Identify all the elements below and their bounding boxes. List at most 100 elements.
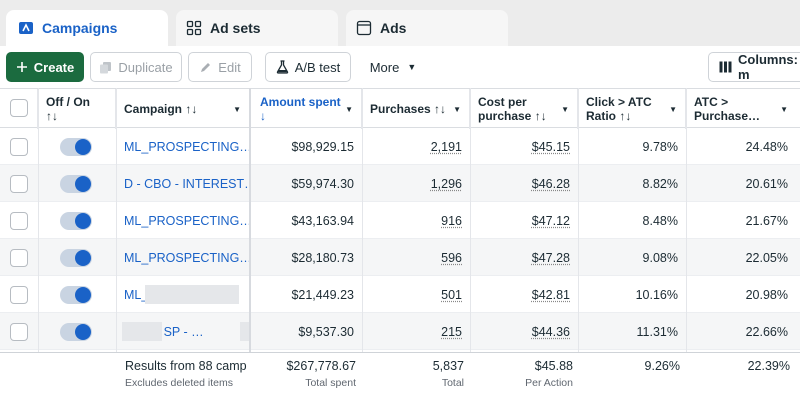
purchases-number: 2,191 (430, 139, 462, 154)
campaign-toggle[interactable] (60, 322, 92, 341)
column-divider (686, 88, 687, 420)
column-divider (578, 88, 579, 420)
redaction-mask (240, 322, 250, 341)
toggle-knob (75, 212, 91, 229)
cost-per-purchase-number: $42.81 (531, 287, 570, 302)
adsets-grid-icon (186, 20, 202, 36)
atc-purchase-value: 22.66% (745, 324, 788, 339)
purchases-value[interactable]: 2,191 (362, 128, 470, 165)
header-campaign[interactable]: Campaign ↑↓ ▼ (116, 89, 250, 129)
totals-results-label: Results from 88 campa (125, 359, 247, 373)
cost-per-purchase-value[interactable]: $47.28 (470, 239, 578, 276)
column-divider (116, 88, 117, 420)
cost-per-purchase-value[interactable]: $45.15 (470, 128, 578, 165)
table-row[interactable]: ML_PROSPECTING… $28,180.73 596 $47.28 9.08% 2… (0, 239, 800, 276)
frozen-column-divider[interactable] (249, 88, 251, 420)
campaign-name-link[interactable]: ML_PROSPECTING… (124, 250, 250, 265)
row-select-cell (0, 239, 38, 276)
header-click-atc-label-2: Ratio (586, 109, 616, 123)
tab-ads[interactable]: Ads (346, 10, 508, 46)
campaign-folder-icon (18, 20, 34, 36)
more-button[interactable]: More ▼ (362, 52, 424, 82)
sort-icon: ↑↓ (185, 102, 198, 116)
toggle-knob (75, 286, 91, 303)
header-off-on[interactable]: Off / On ↑↓ (38, 89, 116, 129)
table-row[interactable]: ML_ $21,449.23 501 $42.81 10.16% 20.98% (0, 276, 800, 313)
header-cost-per-purchase[interactable]: Cost per purchase ↑↓ ▼ (470, 89, 578, 129)
row-checkbox[interactable] (10, 285, 28, 304)
duplicate-button[interactable]: Duplicate (90, 52, 182, 82)
sort-descending-icon: ↓ (260, 109, 266, 123)
create-label: Create (33, 59, 75, 75)
ab-test-button[interactable]: A/B test (265, 52, 351, 82)
header-purchases-label: Purchases (370, 102, 431, 116)
cost-per-purchase-value[interactable]: $47.12 (470, 202, 578, 239)
campaign-name-link[interactable]: ML_PROSPECTING… (124, 139, 250, 154)
select-all-checkbox[interactable] (10, 99, 28, 117)
header-cpp-label-1: Cost per (478, 95, 527, 109)
totals-purchases-value: 5,837 (432, 359, 464, 373)
toggle-knob (75, 175, 91, 192)
cost-per-purchase-value[interactable]: $44.36 (470, 313, 578, 350)
table-row[interactable]: D - CBO - INTEREST… $59,974.30 1,296 $46.28… (0, 165, 800, 202)
table-row[interactable]: ML_PROSPECTING… $43,163.94 916 $47.12 8.48% 2… (0, 202, 800, 239)
totals-amount-sub: Total spent (305, 377, 356, 389)
row-checkbox[interactable] (10, 174, 28, 193)
click-atc-ratio-value: 8.82% (642, 176, 678, 191)
header-atc-purchase[interactable]: ATC > Purchase… ▼ (686, 89, 800, 129)
redaction-mask (122, 322, 162, 341)
campaign-toggle[interactable] (60, 248, 92, 267)
table-row[interactable]: - $30 - SP - … $9,537.30 215 $44.36 11.31% 22… (0, 313, 800, 350)
sort-icon: ↑↓ (619, 109, 632, 123)
toolbar: Create Duplicate Edit A/B test More ▼ Co… (0, 46, 800, 88)
row-checkbox[interactable] (10, 211, 28, 230)
header-amount-spent[interactable]: Amount spent ↓ ▼ (252, 89, 362, 129)
row-checkbox[interactable] (10, 137, 28, 156)
caret-down-icon: ▼ (233, 105, 241, 114)
tab-campaigns[interactable]: Campaigns (6, 10, 168, 46)
purchases-value[interactable]: 215 (362, 313, 470, 350)
header-purchases[interactable]: Purchases ↑↓ ▼ (362, 89, 470, 129)
cost-per-purchase-number: $45.15 (531, 139, 570, 154)
caret-down-icon: ▼ (453, 105, 461, 114)
campaign-toggle[interactable] (60, 211, 92, 230)
table-row[interactable]: ML_PROSPECTING… $98,929.15 2,191 $45.15 9.78… (0, 128, 800, 165)
campaign-name-link[interactable]: D - CBO - INTEREST… (124, 176, 250, 191)
atc-purchase-value: 24.48% (745, 139, 788, 154)
row-checkbox[interactable] (10, 322, 28, 341)
totals-results: Results from 88 campa Excludes deleted i… (125, 359, 247, 389)
ad-window-icon (356, 20, 372, 36)
campaigns-table: Off / On ↑↓ Campaign ↑↓ ▼ Amount spent ↓… (0, 88, 800, 420)
campaign-toggle[interactable] (60, 174, 92, 193)
columns-button[interactable]: Columns: m (708, 52, 800, 82)
purchases-value[interactable]: 596 (362, 239, 470, 276)
campaign-toggle[interactable] (60, 285, 92, 304)
row-toggle-cell (38, 313, 116, 350)
campaign-toggle[interactable] (60, 137, 92, 156)
row-select-cell (0, 276, 38, 313)
amount-spent-value: $21,449.23 (291, 287, 354, 302)
columns-label: Columns: m (738, 52, 798, 82)
flask-icon (276, 60, 289, 74)
click-atc-ratio-value: 10.16% (635, 287, 678, 302)
campaign-name-link[interactable]: ML_PROSPECTING… (124, 213, 250, 228)
edit-button[interactable]: Edit (188, 52, 252, 82)
row-checkbox[interactable] (10, 248, 28, 267)
header-select-all (0, 89, 38, 129)
caret-down-icon: ▼ (561, 105, 569, 114)
header-click-atc-ratio[interactable]: Click > ATC Ratio ↑↓ ▼ (578, 89, 686, 129)
header-atc-purchase-label-2: Purchase… (694, 109, 761, 123)
sort-icon: ↑↓ (46, 109, 58, 123)
create-button[interactable]: Create (6, 52, 84, 82)
purchases-value[interactable]: 1,296 (362, 165, 470, 202)
ab-test-label: A/B test (294, 59, 341, 75)
tab-ad-sets[interactable]: Ad sets (176, 10, 338, 46)
atc-purchase-value: 21.67% (745, 213, 788, 228)
cost-per-purchase-value[interactable]: $42.81 (470, 276, 578, 313)
purchases-value[interactable]: 916 (362, 202, 470, 239)
cost-per-purchase-value[interactable]: $46.28 (470, 165, 578, 202)
toggle-knob (75, 249, 91, 266)
atc-purchase-value: 22.05% (745, 250, 788, 265)
campaign-name-link[interactable]: ML_ (124, 287, 149, 302)
purchases-value[interactable]: 501 (362, 276, 470, 313)
